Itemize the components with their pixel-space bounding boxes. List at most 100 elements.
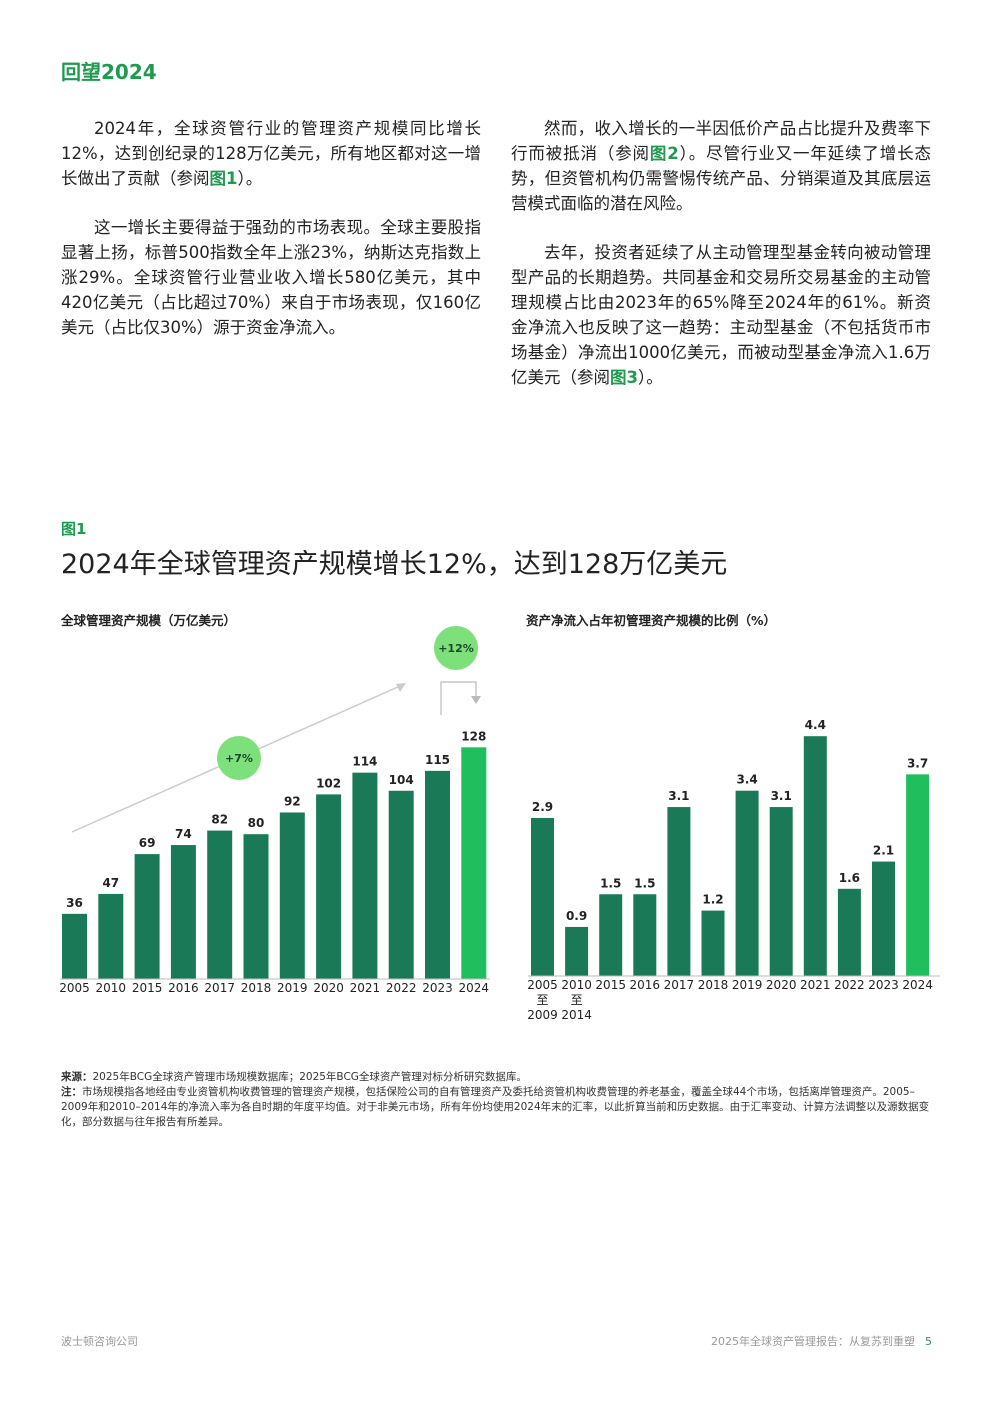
data-label: 3.1 [771,789,792,803]
x-tick-label: 2021 [800,978,831,992]
growth-badge [217,736,261,780]
bar [803,736,827,976]
figure-reference-link[interactable]: 图3 [610,368,638,387]
page-number: 5 [925,1335,932,1348]
data-label: 104 [389,773,414,787]
x-tick-label: 2018 [698,978,729,992]
x-tick-label: 2022 [834,978,865,992]
data-label: 4.4 [805,718,826,732]
x-tick-label: 2005 [527,978,558,992]
x-tick-label: 2016 [168,981,199,995]
bar [667,807,691,976]
left-paragraph-1: 2024年，全球资管行业的管理资产规模同比增长12%，达到创纪录的128万亿美元… [61,119,481,188]
bar [134,854,160,979]
bar [599,894,623,976]
source-text: 2025年BCG全球资产管理市场规模数据库；2025年BCG全球资产管理对标分析… [92,1071,527,1083]
data-label: 80 [248,816,265,830]
bar [701,910,725,976]
x-tick-label: 2010 [96,981,127,995]
x-tick-label: 2014 [561,1008,592,1022]
bar [62,913,87,979]
growth-badge-label: +12% [438,642,474,655]
figure-reference-link[interactable]: 图1 [209,169,238,188]
bar [279,812,305,979]
bar [461,747,487,979]
right-chart-title: 资产净流入占年初管理资产规模的比例（%） [526,613,777,628]
data-label: 1.5 [600,876,621,890]
x-tick-label: 2005 [59,981,90,995]
data-label: 3.1 [668,789,689,803]
x-tick-label: 2010 [561,978,592,992]
x-tick-label: 2020 [766,978,797,992]
data-label: 1.2 [702,893,723,907]
bar [872,861,895,976]
figure-title: 2024年全球管理资产规模增长12%，达到128万亿美元 [61,549,728,580]
footer-report-title: 2025年全球资产管理报告：从复苏到重塑 5 [711,1335,932,1348]
x-tick-label: 2015 [132,981,163,995]
bar [352,772,378,979]
x-tick-label: 2023 [422,981,453,995]
data-label: 3.4 [736,773,757,787]
data-label: 36 [66,896,83,910]
left-text-column: 2024年，全球资管行业的管理资产规模同比增长12%，达到创纪录的128万亿美元… [61,116,481,364]
figure-label: 图1 [61,520,87,538]
x-tick-label: 2017 [204,981,235,995]
data-label: 115 [425,753,450,767]
bar [735,790,759,976]
growth-badge [434,626,478,670]
section-title: 回望2024 [61,60,157,84]
figure-reference-link[interactable]: 图2 [649,144,679,163]
bar [98,893,124,979]
x-tick-label: 2024 [459,981,490,995]
bracket-arrow-head [471,696,481,704]
bar [906,774,930,976]
data-label: 0.9 [566,909,587,923]
x-tick-label: 2024 [902,978,933,992]
bar [243,834,269,979]
x-tick-label: 2023 [868,978,899,992]
data-label: 2.1 [873,844,894,858]
data-label: 74 [175,827,192,841]
x-tick-label: 2019 [732,978,763,992]
right-paragraph-2: 去年，投资者延续了从主动管理型基金转向被动管理型产品的长期趋势。共同基金和交易所… [511,243,931,387]
data-label: 102 [316,776,341,790]
footer-company: 波士顿咨询公司 [61,1335,138,1348]
data-label: 3.7 [907,756,928,770]
x-tick-label: 2022 [386,981,417,995]
x-tick-label: 至 [571,993,583,1007]
bar [316,794,342,979]
data-label: 92 [284,794,301,808]
data-label: 47 [102,876,119,890]
bar [425,770,450,979]
growth-badge-label: +7% [225,752,253,765]
bar [769,807,793,976]
bar [633,894,657,976]
right-paragraph-1: 然而，收入增长的一半因低价产品占比提升及费率下行而被抵消（参阅图2）。尽管行业又… [511,119,932,213]
x-tick-label: 2018 [241,981,272,995]
x-tick-label: 2015 [595,978,626,992]
data-label: 1.6 [839,871,860,885]
bar [207,830,233,979]
x-tick-label: 2009 [527,1008,558,1022]
bar [388,790,414,979]
aum-bar-chart: 36 2005 47 2010 69 2015 74 2016 82 2017 80 2018 92 20… [59,626,490,995]
bar [565,926,589,976]
net-inflow-bar-chart: 2.92005至20090.92010至20141.520151.520163.… [527,718,940,1022]
x-tick-label: 至 [536,993,548,1007]
left-paragraph-2: 这一增长主要得益于强劲的市场表现。全球主要股指显著上扬，标普500指数全年上涨2… [61,218,481,337]
bracket-connector [440,681,477,715]
data-label: 1.5 [634,876,655,890]
data-label: 128 [461,729,486,743]
x-tick-label: 2019 [277,981,308,995]
data-label: 2.9 [532,800,553,814]
note-text: 市场规模指各地经由专业资管机构收费管理的管理资产规模，包括保险公司的自有管理资产… [61,1086,930,1128]
x-tick-label: 2021 [350,981,381,995]
x-tick-label: 2016 [630,978,661,992]
data-label: 82 [211,813,228,827]
bar [837,888,861,976]
bar [531,817,554,976]
data-label: 114 [352,755,377,769]
data-label: 69 [139,836,156,850]
left-chart-title: 全球管理资产规模（万亿美元） [61,613,237,628]
x-tick-label: 2020 [313,981,344,995]
